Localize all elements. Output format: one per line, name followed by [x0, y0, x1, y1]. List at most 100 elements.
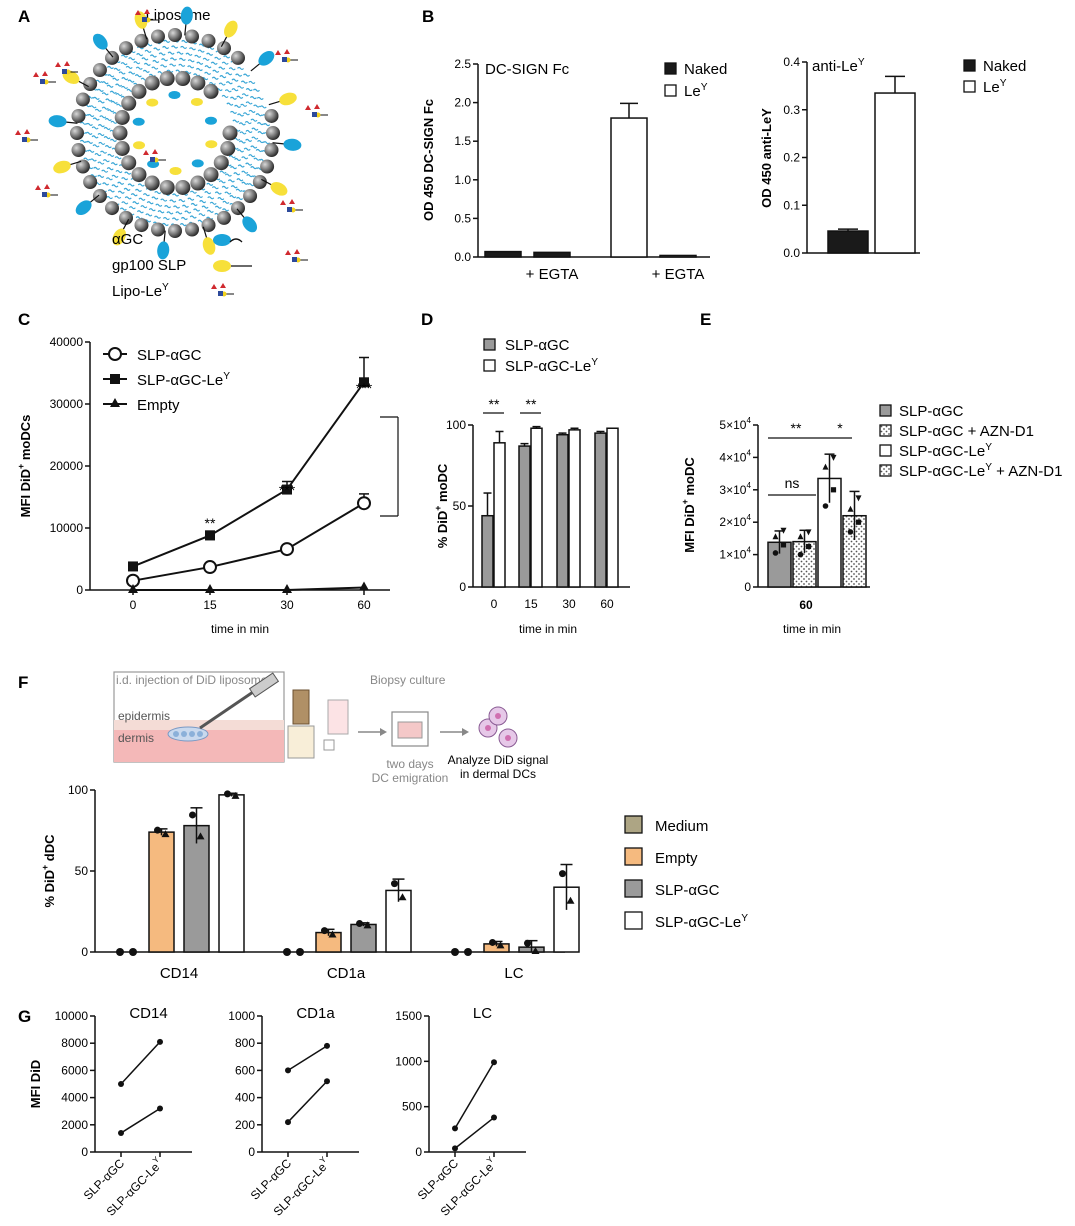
b1-legend-swatch [664, 84, 677, 97]
g3-point [491, 1114, 497, 1121]
lipid-wave [101, 106, 109, 110]
injected-liposome [197, 731, 203, 737]
lipid-wave [112, 77, 120, 81]
lewis-fucose [211, 284, 217, 289]
lipid-wave [204, 71, 212, 75]
f-data-point [566, 896, 575, 904]
lipid-wave [207, 196, 215, 200]
c-series-line [132, 381, 365, 568]
lipid-wave [214, 191, 222, 195]
lipid-head-bead [112, 125, 128, 141]
e-y-tick-label: 0 [744, 580, 751, 594]
lipid-wave [214, 56, 222, 60]
cultured-biopsy [397, 721, 423, 739]
g1-title: CD14 [129, 1005, 167, 1022]
d-y-title: % DiD+ moDC [433, 463, 450, 548]
lewis-fucose [275, 50, 281, 55]
lipid-wave [97, 124, 105, 128]
lipid-wave [123, 187, 131, 191]
lipid-wave [92, 117, 100, 121]
lipid-wave [245, 101, 253, 105]
did-signal [505, 735, 511, 741]
f-zero-point [283, 948, 291, 956]
f-legend-label: Medium [655, 818, 708, 835]
schematic-step3a: two days [386, 757, 433, 771]
lipid-head-bead [175, 71, 191, 87]
lipid-wave [235, 188, 243, 192]
d-x-tick-label: 60 [600, 597, 614, 611]
lipid-head-bead [201, 33, 216, 48]
b1-y-tick-label: 1.0 [454, 173, 471, 187]
agc-molecule [283, 138, 302, 151]
lipid-wave [237, 66, 245, 71]
lipid-wave [105, 195, 113, 200]
panel-b1-chart: 0.0 0.5 1.0 1.5 2.0 2.5 DC-SIGN Fc OD 450 DC-SI… [421, 57, 727, 283]
lipid-wave [211, 186, 219, 190]
g2-point [324, 1042, 330, 1049]
lipid-wave [211, 76, 219, 80]
lipid-wave [232, 119, 240, 123]
e-data-point [830, 454, 837, 461]
injected-liposome [173, 731, 179, 737]
lipid-wave [230, 166, 238, 170]
inner-molecule [133, 141, 146, 150]
agc-molecule [157, 241, 170, 260]
lewis-y-glyph [35, 184, 58, 198]
lipid-wave [85, 131, 93, 135]
g2-y-tick-label: 200 [235, 1118, 255, 1132]
agc-molecule [258, 50, 275, 66]
b2-legend-label: Naked [983, 58, 1026, 75]
e-data-point [805, 543, 812, 550]
lipid-wave [109, 90, 117, 94]
e-legend-swatch [879, 404, 892, 417]
lipid-wave [180, 45, 188, 50]
lewis-fucose [44, 184, 50, 189]
lipid-wave [106, 84, 114, 88]
f-y-tick-label: 0 [81, 945, 88, 959]
e-y-tick-label: 1×104 [719, 546, 751, 562]
lipid-wave [240, 80, 248, 84]
f-zero-point [464, 948, 472, 956]
d-legend-label: SLP-αGC-LeY [505, 357, 598, 375]
e-y-title: MFI DiD+ moDC [680, 457, 697, 553]
lipid-wave [134, 188, 142, 192]
lipid-wave [121, 77, 129, 81]
g1-point [157, 1038, 163, 1045]
lipid-wave [193, 208, 201, 212]
panel-letter-g: G [18, 1007, 31, 1026]
lipid-head-bead [150, 29, 165, 44]
e-data-point [847, 529, 854, 535]
lipid-wave [115, 92, 123, 97]
lipid-head-bead [75, 159, 90, 174]
lipid-wave [187, 197, 195, 201]
f-data-point [328, 930, 337, 938]
lipid-wave [201, 205, 209, 209]
lewis-fucose [15, 130, 21, 135]
c-y-tick-label: 30000 [50, 397, 84, 411]
lipid-wave [246, 174, 254, 178]
schematic-step2: Biopsy culture [370, 673, 446, 687]
legend-agc-tail [229, 238, 243, 243]
lewis-y-glyph [305, 104, 328, 118]
d-y-tick-label: 50 [453, 499, 467, 513]
lipid-wave [79, 139, 87, 143]
f-data-point [196, 832, 205, 840]
lipid-wave [145, 213, 153, 217]
panel-letter-b: B [422, 7, 434, 26]
e-data-point [780, 542, 787, 548]
lewis-fucose [305, 105, 311, 110]
inner-molecule [168, 91, 181, 100]
lipid-wave [199, 200, 207, 204]
lipid-wave [121, 85, 128, 90]
lipid-wave [87, 113, 95, 118]
lipid-head-bead [159, 71, 175, 87]
lipid-wave [92, 144, 100, 148]
lipid-wave [111, 174, 119, 178]
lipid-head-bead [105, 50, 120, 65]
panel-c-chart: 0 10000 20000 30000 40000 0 15 30 60 time in min M… [16, 335, 399, 636]
b1-y-tick-label: 1.5 [454, 134, 471, 148]
lipid-wave [221, 61, 229, 65]
lipid-wave [208, 81, 216, 86]
c-marker-triangle [128, 584, 138, 593]
c-legend-square [110, 374, 120, 384]
